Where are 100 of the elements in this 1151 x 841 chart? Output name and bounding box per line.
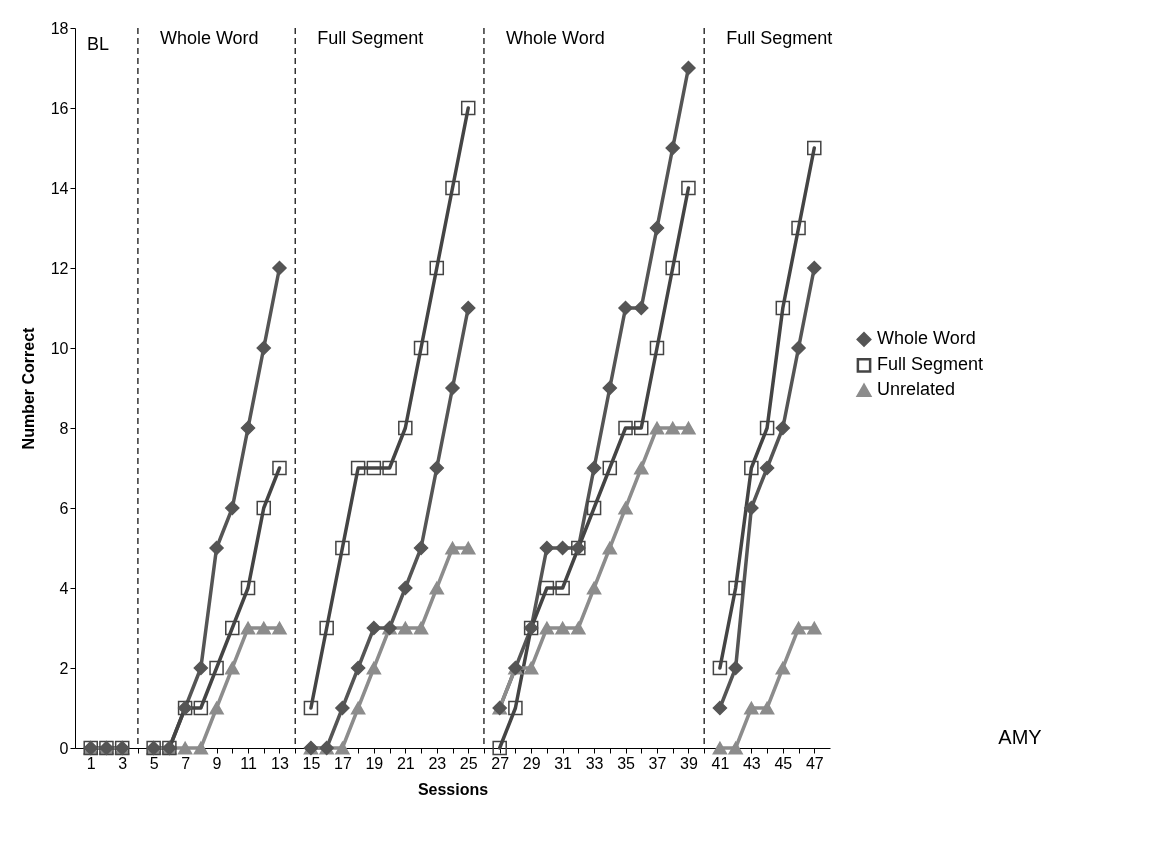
point	[319, 620, 334, 636]
point	[460, 300, 476, 316]
x-tick-label: 47	[805, 754, 824, 772]
point	[413, 621, 429, 635]
point	[193, 660, 209, 676]
ref-line-label: Full Segment	[726, 28, 833, 48]
point	[240, 580, 256, 596]
point	[429, 260, 445, 276]
x-tick-label: 31	[554, 754, 573, 772]
legend-label: Full Segment	[877, 354, 984, 375]
point	[555, 540, 570, 556]
point	[665, 260, 680, 276]
point	[445, 180, 460, 196]
point	[523, 661, 539, 675]
point	[272, 621, 287, 635]
x-tick-label: 21	[396, 754, 415, 772]
point	[649, 220, 665, 236]
y-tick-label: 16	[50, 99, 69, 117]
point	[555, 621, 570, 635]
point	[807, 260, 822, 276]
point	[539, 580, 555, 596]
point	[256, 621, 272, 635]
y-tick-label: 4	[59, 579, 69, 597]
point	[240, 420, 256, 436]
x-tick-label: 13	[271, 754, 289, 772]
legend-label: Whole Word	[877, 328, 976, 349]
point	[618, 501, 633, 515]
point	[681, 421, 696, 435]
point	[759, 460, 775, 476]
x-tick-label: 43	[742, 754, 761, 772]
point	[539, 540, 555, 556]
x-tick-label: 11	[240, 754, 257, 772]
point	[256, 500, 272, 516]
point	[602, 541, 618, 555]
x-tick-label: 7	[181, 754, 191, 772]
point	[712, 660, 728, 676]
x-tick-label: 5	[149, 754, 159, 772]
point	[335, 741, 350, 755]
ref-line-label: Full Segment	[317, 28, 424, 48]
point	[272, 260, 287, 276]
point	[728, 580, 743, 596]
point	[256, 340, 272, 356]
point	[807, 621, 822, 635]
x-tick-label: 1	[86, 754, 96, 772]
point	[744, 460, 759, 476]
point	[350, 660, 366, 676]
point	[681, 180, 696, 196]
x-tick-label: 9	[212, 754, 222, 772]
point	[335, 540, 350, 556]
point	[712, 700, 728, 716]
point	[209, 540, 224, 556]
x-tick-label: 17	[334, 754, 352, 772]
point	[460, 100, 476, 116]
point	[413, 340, 429, 356]
point	[429, 460, 445, 476]
point	[177, 741, 193, 755]
point	[445, 380, 460, 396]
point	[586, 500, 602, 516]
x-tick-label: 37	[648, 754, 667, 772]
point	[665, 140, 680, 156]
point	[586, 460, 602, 476]
legend-label: Unrelated	[877, 379, 956, 400]
x-tick-label: 33	[585, 754, 604, 772]
point	[602, 460, 618, 476]
point	[618, 420, 633, 436]
point	[665, 421, 680, 435]
point	[209, 660, 224, 676]
point	[712, 741, 728, 755]
point	[366, 620, 382, 636]
x-tick-label: 3	[118, 754, 128, 772]
point	[398, 420, 413, 436]
point	[728, 741, 743, 755]
x-tick-label: 19	[365, 754, 384, 772]
point	[649, 340, 665, 356]
point	[633, 461, 649, 475]
point	[775, 661, 791, 675]
x-tick-label: 45	[774, 754, 793, 772]
x-tick-label: 27	[491, 754, 510, 772]
point	[350, 460, 366, 476]
point	[303, 700, 319, 716]
x-tick-label: 39	[680, 754, 698, 772]
x-tick-label: 35	[617, 754, 636, 772]
y-tick-label: 0	[59, 739, 69, 757]
point	[728, 660, 743, 676]
point	[759, 701, 775, 715]
point	[445, 541, 460, 555]
point	[649, 421, 665, 435]
y-tick-label: 18	[50, 19, 69, 37]
x-tick-label: 15	[302, 754, 321, 772]
point	[272, 460, 287, 476]
point	[335, 700, 350, 716]
x-tick-label: 25	[459, 754, 478, 772]
ref-line-label: Whole Word	[159, 28, 259, 48]
y-tick-label: 6	[59, 499, 69, 517]
y-tick-label: 14	[50, 179, 69, 197]
x-tick-label: 29	[522, 754, 541, 772]
x-axis-title: Sessions	[417, 780, 489, 798]
y-tick-label: 8	[59, 419, 69, 437]
point	[240, 621, 256, 635]
point	[586, 581, 602, 595]
